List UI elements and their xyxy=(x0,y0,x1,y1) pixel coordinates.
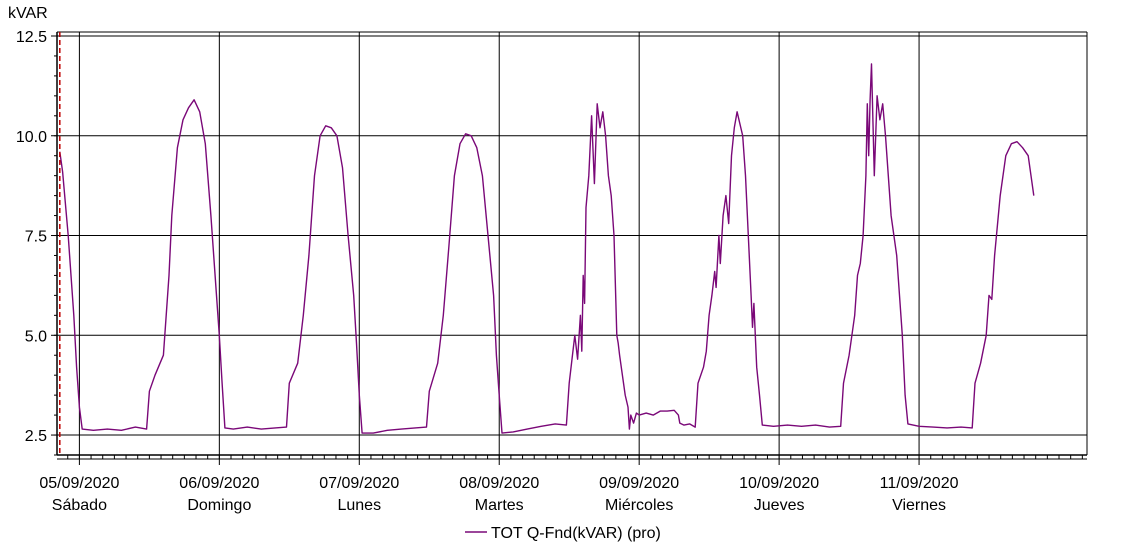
x-tick-day: Miércoles xyxy=(605,497,673,514)
y-tick-label: 7.5 xyxy=(25,229,47,246)
x-tick-date: 11/09/2020 xyxy=(880,475,959,492)
axes xyxy=(51,32,1087,465)
x-tick-date: 07/09/2020 xyxy=(319,475,399,492)
x-tick-date: 10/09/2020 xyxy=(739,475,819,492)
x-tick-day: Sábado xyxy=(52,497,107,514)
x-tick-date: 09/09/2020 xyxy=(599,475,679,492)
y-tick-labels: 2.5 5.0 7.5 10.0 12.5 xyxy=(16,29,47,445)
legend: TOT Q-Fnd(kVAR) (pro) xyxy=(465,525,661,542)
series-line xyxy=(59,63,1035,434)
y-tick-label: 2.5 xyxy=(25,428,47,445)
y-axis-label: kVAR xyxy=(8,5,48,22)
y-tick-label: 10.0 xyxy=(16,129,47,146)
legend-label: TOT Q-Fnd(kVAR) (pro) xyxy=(491,525,661,542)
x-tick-day: Martes xyxy=(475,497,524,514)
x-tick-day: Viernes xyxy=(892,497,946,514)
x-tick-day: Jueves xyxy=(754,497,805,514)
x-tick-date: 05/09/2020 xyxy=(39,475,119,492)
x-tick-date: 08/09/2020 xyxy=(459,475,539,492)
x-tick-date: 06/09/2020 xyxy=(179,475,259,492)
series-lines xyxy=(59,63,1035,434)
y-tick-label: 5.0 xyxy=(25,328,47,345)
x-tick-labels: 05/09/2020 Sábado 06/09/2020 Domingo 07/09/2… xyxy=(39,475,958,514)
x-tick-day: Lunes xyxy=(337,497,381,514)
x-tick-day: Domingo xyxy=(187,497,251,514)
grid-lines xyxy=(57,31,1088,455)
y-tick-label: 12.5 xyxy=(16,29,47,46)
